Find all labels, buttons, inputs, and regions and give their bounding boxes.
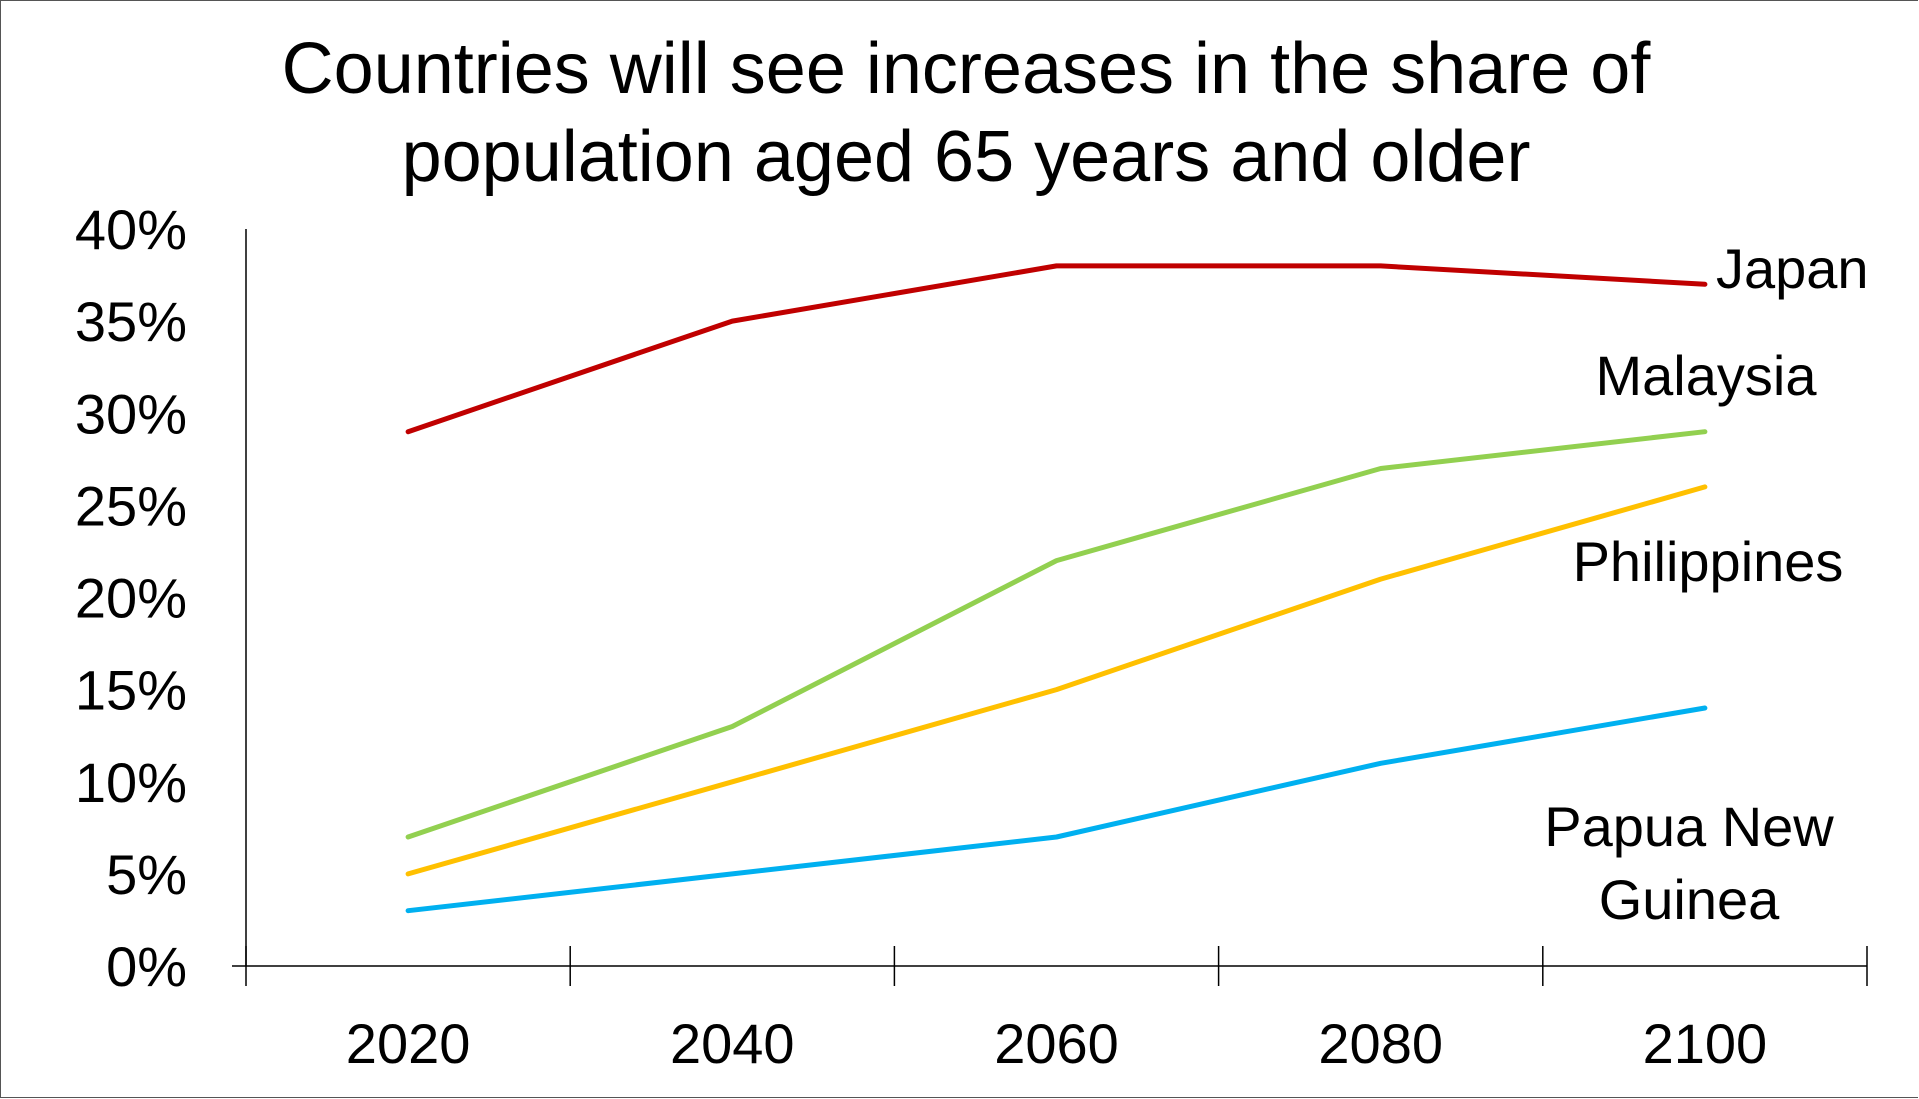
y-axis: 0% 5% 10% 15% 20% 25% 30% 35% 40% [75, 198, 247, 998]
series-label-japan: Japan [1716, 237, 1869, 300]
y-tick-label: 35% [75, 290, 187, 353]
series-label-papua-new-guinea: Papua New [1544, 795, 1834, 858]
x-tick-label: 2060 [994, 1012, 1119, 1075]
y-tick-label: 15% [75, 659, 187, 722]
chart-title: Countries will see increases in the shar… [282, 29, 1652, 197]
y-tick-label: 5% [106, 843, 187, 906]
x-tick-label: 2080 [1318, 1012, 1443, 1075]
x-tick-label: 2040 [670, 1012, 795, 1075]
y-tick-label: 20% [75, 567, 187, 630]
series-lines [405, 263, 1708, 914]
y-tick-label: 0% [106, 935, 187, 998]
x-tick-label: 2100 [1643, 1012, 1768, 1075]
series-line-philippines [405, 484, 1708, 877]
series-line-japan [405, 263, 1708, 435]
y-tick-label: 10% [75, 751, 187, 814]
series-line-papua-new-guinea [405, 705, 1708, 914]
y-tick-label: 40% [75, 198, 187, 261]
chart-title-line: population aged 65 years and older [402, 117, 1531, 197]
series-labels: Japan Malaysia Philippines Papua New Guinea [1544, 237, 1868, 931]
x-tick-label: 2020 [346, 1012, 471, 1075]
series-label-malaysia: Malaysia [1596, 344, 1818, 407]
series-label-philippines: Philippines [1573, 530, 1844, 593]
series-label-papua-new-guinea: Guinea [1599, 868, 1780, 931]
y-tick-label: 30% [75, 382, 187, 445]
chart-title-line: Countries will see increases in the shar… [282, 29, 1652, 109]
series-line-malaysia [405, 429, 1708, 840]
x-axis: 2020 2040 2060 2080 2100 [232, 946, 1868, 1075]
y-tick-label: 25% [75, 474, 187, 537]
